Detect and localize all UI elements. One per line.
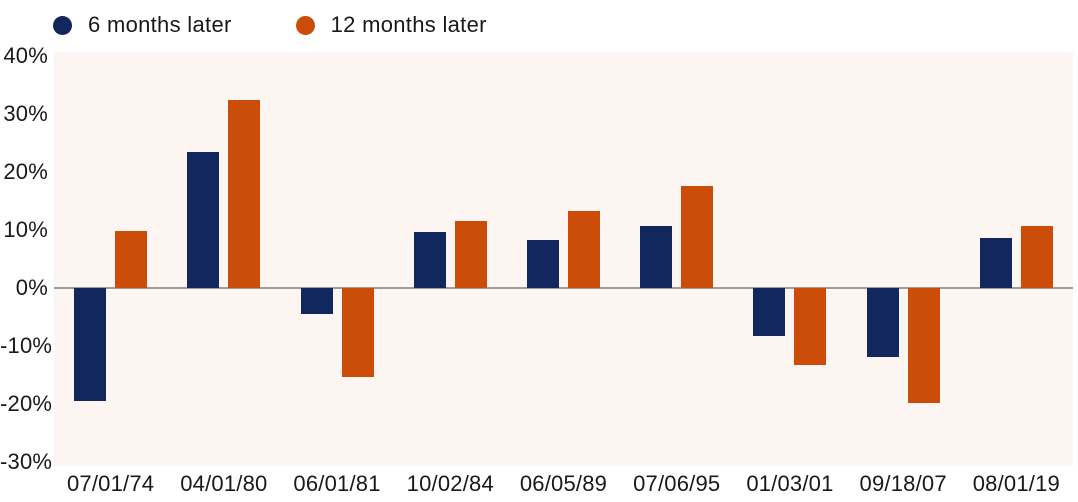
legend-item-6-months: 6 months later	[53, 12, 232, 38]
x-axis-category-label: 07/06/95	[633, 471, 721, 496]
x-axis-category-label: 06/05/89	[519, 471, 608, 496]
y-axis-tick-label: 0%	[15, 275, 48, 300]
bar-12mo-07/06/95	[681, 185, 714, 288]
bar-12mo-10/02/84	[454, 220, 487, 288]
bar-6mo-10/02/84	[413, 231, 446, 288]
bar-12mo-07/01/74	[115, 231, 148, 288]
bar-12mo-09/18/07	[907, 288, 940, 404]
y-axis-tick-label: 30%	[3, 101, 48, 126]
legend-item-12-months: 12 months later	[295, 12, 487, 38]
bar-12mo-01/03/01	[794, 288, 827, 365]
y-axis-tick-label: -20%	[0, 391, 53, 416]
plot-area	[54, 52, 1073, 466]
bar-12mo-06/01/81	[341, 288, 374, 377]
bar-12mo-08/01/19	[1020, 225, 1053, 288]
x-axis-category-label: 04/01/80	[180, 471, 268, 496]
x-axis-category-label: 08/01/19	[972, 471, 1060, 496]
y-axis-tick-label: -10%	[0, 333, 53, 358]
bar-12mo-06/05/89	[568, 211, 600, 288]
x-axis-category-label: 06/01/81	[293, 471, 381, 496]
bar-6mo-07/06/95	[640, 225, 673, 288]
y-axis-tick-label: -30%	[0, 449, 53, 474]
bar-6mo-07/01/74	[74, 288, 107, 402]
legend-label: 6 months later	[88, 12, 232, 37]
bar-6mo-04/01/80	[187, 151, 220, 288]
bar-6mo-01/03/01	[753, 288, 786, 337]
y-axis-tick-label: 40%	[3, 43, 48, 68]
y-axis-tick-label: 20%	[3, 159, 48, 184]
legend-dot-icon	[53, 15, 72, 35]
x-axis-category-label: 10/02/84	[406, 471, 494, 496]
legend-label: 12 months later	[330, 12, 487, 37]
bar-12mo-04/01/80	[228, 100, 261, 288]
legend-dot-icon	[295, 15, 315, 35]
x-axis-category-label: 01/03/01	[746, 471, 834, 496]
bar-6mo-09/18/07	[866, 288, 899, 358]
x-axis-category-label: 09/18/07	[859, 471, 947, 496]
bar-6mo-06/05/89	[527, 240, 559, 288]
y-axis-tick-label: 10%	[3, 217, 48, 242]
legend: 6 months later 12 months later	[53, 12, 487, 38]
bar-6mo-06/01/81	[300, 288, 333, 315]
bar-6mo-08/01/19	[979, 237, 1012, 288]
x-axis-category-label: 07/01/74	[66, 471, 155, 496]
zero-axis-line	[54, 287, 1073, 289]
